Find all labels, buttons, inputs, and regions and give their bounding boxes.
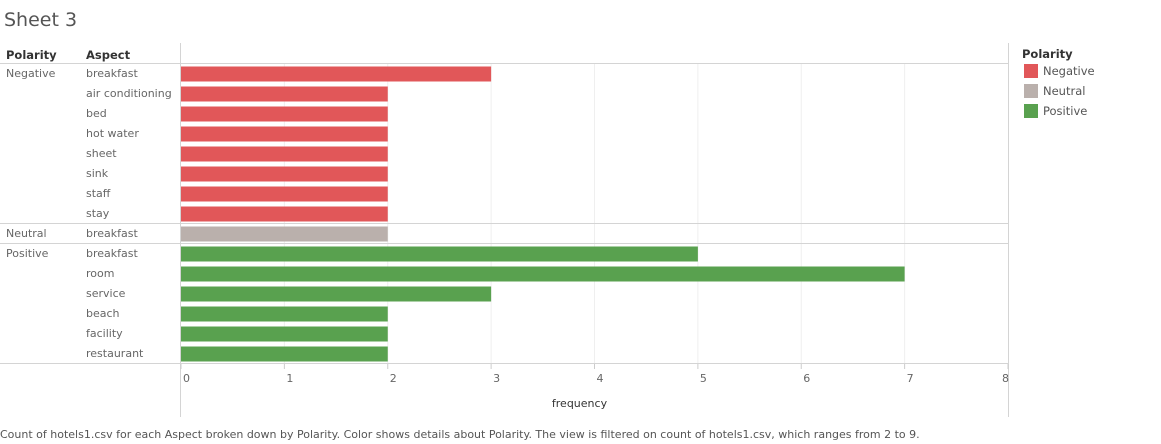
x-tick-label-7: 7: [907, 372, 914, 385]
bar-negative-stay: [181, 206, 388, 222]
bar-negative-bed: [181, 106, 388, 122]
x-tick-label-0: 0: [183, 372, 190, 385]
legend-swatch-positive: [1024, 104, 1038, 118]
aspect-label: room: [86, 267, 114, 280]
x-tick-label-8: 8: [1002, 372, 1009, 385]
aspect-label: breakfast: [86, 227, 138, 240]
x-tick-label-2: 2: [390, 372, 397, 385]
group-label-neutral: Neutral: [6, 227, 47, 240]
legend-label-positive: Positive: [1043, 104, 1088, 118]
footer-caption: Count of hotels1.csv for each Aspect bro…: [0, 428, 920, 441]
aspect-label: air conditioning: [86, 87, 172, 100]
bar-negative-sheet: [181, 146, 388, 162]
bar-negative-breakfast: [181, 66, 492, 82]
x-tick-label-3: 3: [493, 372, 500, 385]
aspect-label: service: [86, 287, 126, 300]
x-tick-label-5: 5: [700, 372, 707, 385]
x-tick-label-4: 4: [597, 372, 604, 385]
legend-swatch-negative: [1024, 64, 1038, 78]
aspect-column-header: Aspect: [86, 48, 131, 62]
aspect-label: sink: [86, 167, 109, 180]
bar-negative-sink: [181, 166, 388, 182]
aspect-label: hot water: [86, 127, 139, 140]
legend-swatch-neutral: [1024, 84, 1038, 98]
group-label-negative: Negative: [6, 67, 56, 80]
legend-label-negative: Negative: [1043, 64, 1095, 78]
aspect-label: sheet: [86, 147, 117, 160]
bar-positive-restaurant: [181, 346, 388, 362]
bar-neutral-breakfast: [181, 226, 388, 242]
polarity-column-header: Polarity: [6, 48, 57, 62]
aspect-label: stay: [86, 207, 110, 220]
bar-positive-room: [181, 266, 905, 282]
x-axis-title: frequency: [552, 397, 608, 410]
aspect-label: restaurant: [86, 347, 144, 360]
bar-positive-facility: [181, 326, 388, 342]
sheet-title: Sheet 3: [4, 9, 78, 31]
aspect-label: breakfast: [86, 67, 138, 80]
bar-positive-beach: [181, 306, 388, 322]
group-label-positive: Positive: [6, 247, 49, 260]
aspect-label: staff: [86, 187, 111, 200]
legend-title: Polarity: [1022, 47, 1073, 61]
bar-positive-breakfast: [181, 246, 698, 262]
aspect-label: breakfast: [86, 247, 138, 260]
aspect-label: beach: [86, 307, 120, 320]
bar-negative-air-conditioning: [181, 86, 388, 102]
bar-negative-staff: [181, 186, 388, 202]
x-tick-label-1: 1: [286, 372, 293, 385]
aspect-label: bed: [86, 107, 107, 120]
x-tick-label-6: 6: [803, 372, 810, 385]
bar-positive-service: [181, 286, 492, 302]
aspect-label: facility: [86, 327, 123, 340]
legend-label-neutral: Neutral: [1043, 84, 1086, 98]
bar-negative-hot-water: [181, 126, 388, 142]
